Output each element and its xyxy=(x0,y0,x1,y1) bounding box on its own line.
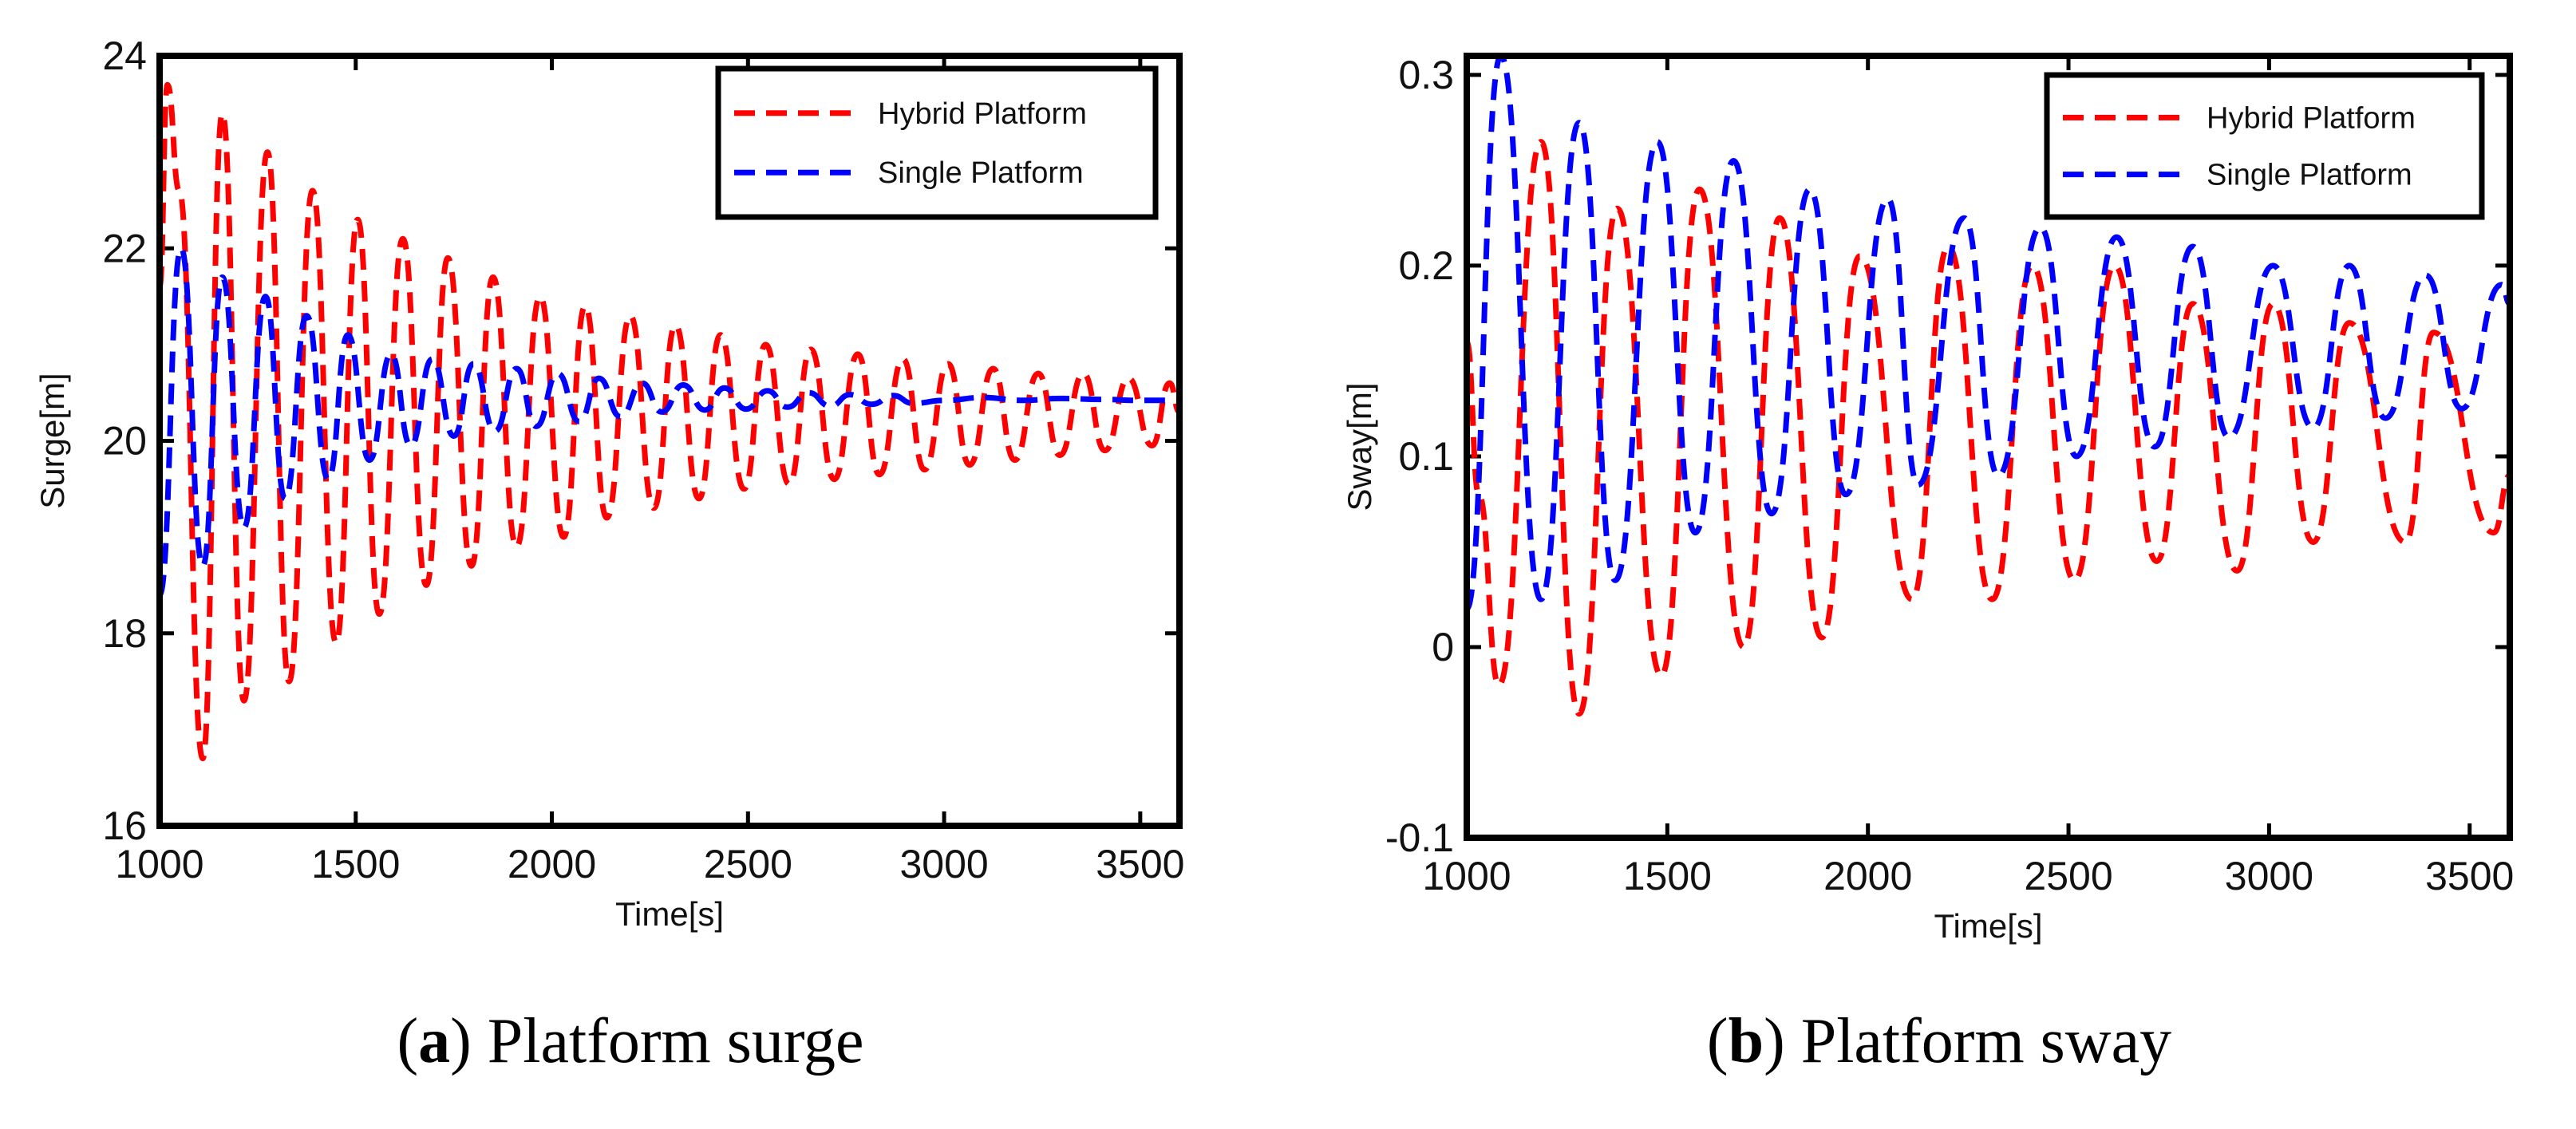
sway-series-hybrid-line xyxy=(1467,139,2510,717)
caption-b-letter: b xyxy=(1728,1006,1764,1076)
sway-y-tick-label: 0.1 xyxy=(1398,434,1454,479)
caption-a-text: Platform surge xyxy=(471,1006,864,1076)
surge-x-tick-label: 1000 xyxy=(115,842,203,886)
caption-a: (a) Platform surge xyxy=(397,1005,863,1078)
sway-series-single-line xyxy=(1467,56,2510,612)
surge-x-tick-label: 3500 xyxy=(1096,842,1184,886)
surge-x-tick-label: 2500 xyxy=(704,842,792,886)
surge-x-tick-label: 2000 xyxy=(508,842,596,886)
caption-b-text: Platform sway xyxy=(1784,1006,2172,1076)
surge-y-tick-label: 18 xyxy=(102,611,147,656)
sway-x-tick-label: 1500 xyxy=(1623,854,1712,898)
surge-legend-label-hybrid: Hybrid Platform xyxy=(878,97,1087,131)
surge-chart: 1000 1500 2000 2500 3000 3500 Time[s] 16 18 20 22 2… xyxy=(34,34,1184,933)
surge-legend-label-single: Single Platform xyxy=(878,156,1084,190)
sway-y-tick-label: 0 xyxy=(1432,625,1454,669)
sway-x-axis: 1000 1500 2000 2500 3000 3500 Time[s] xyxy=(1422,56,2514,945)
surge-x-tick-label: 1500 xyxy=(311,842,400,886)
sway-y-tick-label: 0.2 xyxy=(1398,243,1454,288)
sway-x-tick-label: 1000 xyxy=(1422,854,1511,898)
sway-x-axis-label: Time[s] xyxy=(1934,907,2042,945)
surge-y-tick-label: 16 xyxy=(102,803,147,848)
surge-x-axis-label: Time[s] xyxy=(615,895,724,933)
surge-x-tick-label: 3000 xyxy=(899,842,988,886)
caption-b-open: ( xyxy=(1706,1006,1729,1076)
surge-y-axis: 16 18 20 22 24 Surge[m] xyxy=(34,34,1179,848)
surge-y-axis-label: Surge[m] xyxy=(34,373,71,508)
surge-y-tick-label: 24 xyxy=(102,34,147,78)
sway-legend-box xyxy=(2044,72,2485,220)
caption-b-close: ) xyxy=(1764,1006,1785,1076)
sway-legend-label-single: Single Platform xyxy=(2207,159,2412,192)
sway-x-tick-label: 2500 xyxy=(2024,854,2112,898)
sway-x-tick-label: 3000 xyxy=(2225,854,2313,898)
caption-a-open: ( xyxy=(397,1006,419,1076)
surge-x-axis: 1000 1500 2000 2500 3000 3500 Time[s] xyxy=(115,56,1184,933)
sway-legend-label-hybrid: Hybrid Platform xyxy=(2207,101,2416,135)
caption-a-letter: a xyxy=(418,1006,451,1076)
sway-plot-frame xyxy=(1464,53,2513,841)
surge-legend-box xyxy=(715,65,1159,220)
sway-y-tick-label: -0.1 xyxy=(1385,815,1454,860)
surge-plot-frame xyxy=(156,53,1183,829)
caption-b: (b) Platform sway xyxy=(1707,1005,2171,1078)
sway-x-tick-label: 2000 xyxy=(1823,854,1912,898)
sway-legend: Hybrid Platform Single Platform xyxy=(2044,72,2485,220)
surge-series-hybrid-line xyxy=(160,81,1179,762)
sway-y-tick-label: 0.3 xyxy=(1398,53,1454,97)
surge-y-tick-label: 22 xyxy=(102,226,147,270)
sway-chart: 1000 1500 2000 2500 3000 3500 Time[s] -0.1 0 0.1 0… xyxy=(1341,53,2514,945)
surge-legend: Hybrid Platform Single Platform xyxy=(715,65,1159,220)
sway-x-tick-label: 3500 xyxy=(2425,854,2514,898)
caption-a-close: ) xyxy=(450,1006,472,1076)
surge-y-tick-label: 20 xyxy=(102,419,147,464)
surge-series-single-line xyxy=(160,245,1179,598)
sway-y-axis-label: Sway[m] xyxy=(1341,382,1378,511)
